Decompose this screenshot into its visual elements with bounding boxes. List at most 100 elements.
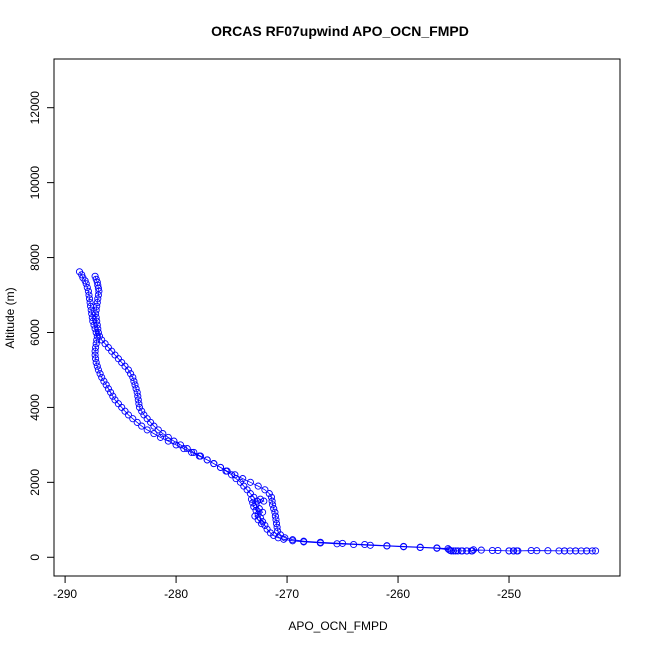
data-point xyxy=(544,547,552,555)
data-point xyxy=(129,373,137,381)
data-point xyxy=(259,508,267,516)
data-point xyxy=(361,540,369,549)
data-point xyxy=(87,306,95,314)
data-point xyxy=(261,486,269,494)
data-point xyxy=(469,546,478,554)
data-point xyxy=(338,539,347,547)
data-point xyxy=(188,448,196,456)
data-point xyxy=(350,540,358,549)
data-point xyxy=(183,445,191,453)
data-point xyxy=(129,415,137,423)
data-point xyxy=(93,298,101,307)
y-axis-label: Altitude (m) xyxy=(3,287,17,348)
data-point xyxy=(85,291,93,299)
data-point xyxy=(92,328,100,337)
data-point xyxy=(257,520,266,528)
data-point xyxy=(90,321,98,329)
data-point xyxy=(265,490,273,498)
data-point xyxy=(107,388,115,396)
x-axis-label: APO_OCN_FMPD xyxy=(288,619,388,633)
data-point xyxy=(94,366,102,374)
data-point xyxy=(383,542,391,550)
data-point xyxy=(494,546,502,555)
data-point xyxy=(468,547,476,555)
data-point xyxy=(259,518,267,526)
data-point xyxy=(170,437,178,445)
data-point xyxy=(256,495,264,503)
data-point xyxy=(88,310,96,318)
data-point xyxy=(316,539,324,547)
x-tick-label: -290 xyxy=(53,587,77,601)
data-point xyxy=(260,497,268,505)
plot-area xyxy=(75,268,600,555)
data-point xyxy=(150,430,158,438)
data-point xyxy=(94,295,102,303)
data-point xyxy=(154,426,162,434)
data-point xyxy=(131,381,139,389)
data-point xyxy=(254,482,262,490)
data-point xyxy=(92,355,100,363)
data-point xyxy=(400,543,408,551)
data-point xyxy=(124,366,132,374)
data-point xyxy=(263,525,271,533)
series-line xyxy=(79,271,596,552)
data-point xyxy=(91,347,99,355)
data-point xyxy=(449,547,458,555)
data-point xyxy=(75,268,84,276)
data-point xyxy=(164,437,172,445)
y-tick-label: 4000 xyxy=(28,394,42,421)
data-point xyxy=(454,547,462,555)
data-point xyxy=(270,505,278,513)
data-point xyxy=(333,540,341,548)
data-point xyxy=(445,546,453,554)
data-point xyxy=(261,521,269,529)
data-point xyxy=(134,396,142,404)
data-point xyxy=(269,501,277,509)
data-point xyxy=(94,325,102,333)
data-point xyxy=(85,295,94,303)
data-point xyxy=(246,478,254,486)
data-point xyxy=(216,463,225,471)
data-point xyxy=(271,508,279,516)
data-point xyxy=(172,441,180,449)
data-point xyxy=(138,407,146,415)
data-point xyxy=(135,400,143,408)
data-point xyxy=(135,403,144,411)
data-point xyxy=(94,291,102,299)
x-tick-label: -270 xyxy=(275,587,299,601)
data-point xyxy=(560,547,569,555)
data-point xyxy=(477,546,485,554)
data-point xyxy=(91,272,99,280)
data-point xyxy=(273,523,281,531)
data-point xyxy=(89,317,97,325)
data-point xyxy=(271,512,279,520)
data-point xyxy=(104,385,112,393)
plot-frame xyxy=(53,58,621,577)
data-point xyxy=(457,547,465,555)
data-point xyxy=(143,426,151,434)
data-point xyxy=(94,284,102,292)
x-tick-label: -280 xyxy=(164,587,188,601)
data-point xyxy=(509,547,518,555)
data-point xyxy=(190,448,198,456)
x-tick-label: -260 xyxy=(386,587,410,601)
data-point xyxy=(228,471,236,479)
data-point xyxy=(588,547,596,555)
data-point xyxy=(222,467,230,475)
data-point xyxy=(92,340,100,348)
data-point xyxy=(93,336,101,344)
data-point xyxy=(533,547,541,555)
data-point xyxy=(79,274,87,282)
data-point xyxy=(102,381,110,389)
data-point xyxy=(289,537,297,545)
data-point xyxy=(239,475,247,483)
data-point xyxy=(514,547,522,555)
data-point xyxy=(274,534,282,542)
data-point xyxy=(180,445,188,453)
y-tick-label: 8000 xyxy=(28,244,42,271)
data-point xyxy=(159,430,167,438)
x-axis: -290 -280 -270 -260 -250 xyxy=(53,575,521,601)
data-point xyxy=(92,306,100,314)
data-point xyxy=(100,377,108,385)
data-point xyxy=(555,547,563,555)
